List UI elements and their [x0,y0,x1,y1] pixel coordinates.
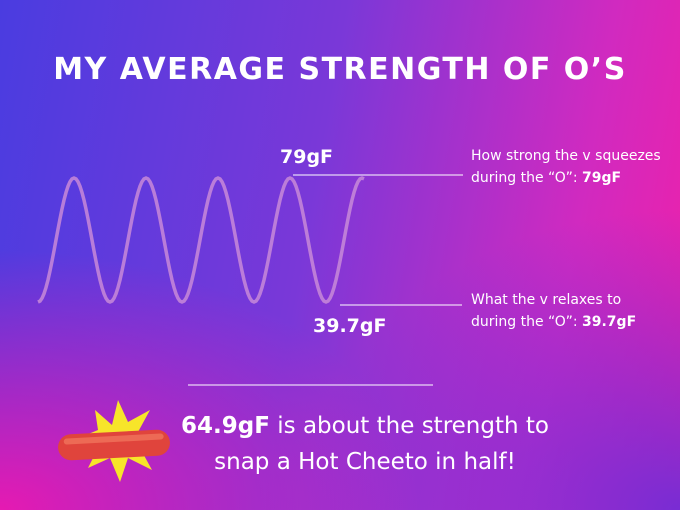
wave [37,176,365,304]
annotation-text: How strong the v squeezes during the “O”… [471,148,661,186]
trough-label: 39.7gF [313,315,387,337]
footer-value: 64.9gF [181,413,270,439]
cheeto [58,429,170,461]
annotation-text: What the v relaxes to during the “O”: [471,292,622,330]
cheeto-highlight [63,433,164,445]
annotation-value: 79gF [582,170,622,186]
title: MY AVERAGE STRENGTH OF O’S [53,52,627,87]
annotation: What the v relaxes to during the “O”: 39… [471,289,661,333]
annotation: How strong the v squeezes during the “O”… [471,145,661,189]
footer: 64.9gF is about the strength to snap a H… [170,408,560,480]
footer-text: is about the strength to snap a Hot Chee… [214,413,549,475]
annotation-value: 39.7gF [582,314,637,330]
peak-label: 79gF [280,146,334,168]
